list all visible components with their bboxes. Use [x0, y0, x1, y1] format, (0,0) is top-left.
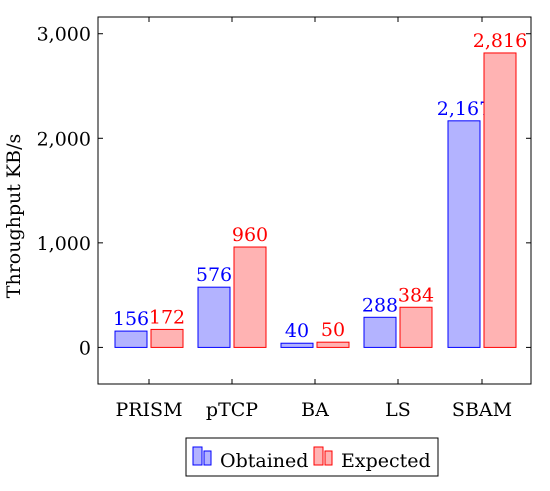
x-tick-label: SBAM: [452, 399, 512, 421]
data-label-obtained: 576: [196, 264, 232, 286]
x-tick-label: BA: [301, 399, 329, 421]
bar-obtained: [447, 120, 481, 348]
data-label-obtained: 156: [113, 308, 149, 330]
plot-area: 0 1,000 2,000 3,000 PRISM pTCP BA LS SBAM 156 576 4…: [37, 16, 532, 421]
data-label-expected: 960: [232, 224, 268, 246]
data-label-expected: 172: [149, 306, 185, 328]
y-tick-label: 1,000: [37, 233, 91, 255]
legend-swatch-obtained: [192, 446, 203, 466]
y-tick-label: 0: [79, 337, 91, 359]
data-label-expected: 384: [398, 284, 434, 306]
x-tick-label: pTCP: [206, 399, 258, 421]
data-label-expected: 50: [321, 319, 345, 341]
legend-label-expected: Expected: [341, 450, 431, 472]
legend: Obtained Expected: [185, 437, 439, 477]
x-tick-label: LS: [385, 399, 411, 421]
legend-box: [185, 437, 439, 477]
x-tick-label: PRISM: [115, 399, 182, 421]
bar-obtained: [197, 286, 231, 348]
data-label-obtained: 40: [285, 320, 309, 342]
legend-swatch-expected: [324, 450, 333, 466]
y-axis-title: Throughput KB/s: [3, 134, 25, 298]
legend-swatch-obtained: [203, 450, 212, 466]
y-tick-label: 2,000: [37, 128, 91, 150]
bar-obtained: [363, 316, 397, 348]
bar-obtained: [280, 342, 314, 348]
legend-label-obtained: Obtained: [220, 450, 308, 472]
bar-expected: [233, 246, 267, 348]
data-label-expected: 2,816: [473, 30, 527, 52]
data-label-obtained: 288: [362, 294, 398, 316]
bar-expected: [316, 341, 350, 348]
bar-expected: [150, 328, 184, 348]
bar-obtained: [114, 330, 148, 348]
legend-swatch-expected: [313, 446, 324, 466]
bar-expected: [483, 52, 517, 348]
data-label-obtained: 2,167: [437, 98, 491, 120]
bar-expected: [399, 306, 433, 348]
y-tick-label: 3,000: [37, 24, 91, 46]
